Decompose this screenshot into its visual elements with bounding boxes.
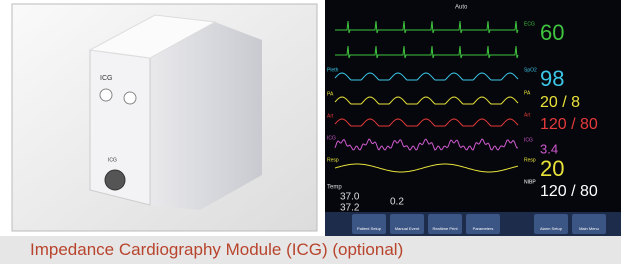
param-value: 3.4 [540,141,558,156]
param-label: ECG [524,21,535,27]
param-value: 120 / 80 [540,116,598,133]
param-value: 20 / 8 [540,94,580,111]
module-side [150,22,262,210]
figure: ICG ICG Auto Pleth PA Art ICG Resp ECG 60 SpO2… [0,0,621,236]
header-text: Auto [455,5,468,11]
param-label: PA [524,90,531,96]
toolbar-label: Realtime Print [432,226,458,231]
toolbar-label: Main Menu [579,226,599,231]
param-value: 120 / 80 [540,183,598,200]
param-value: 20 [540,156,564,181]
caption: Impedance Cardiography Module (ICG) (opt… [0,236,621,264]
temp-value: 37.0 [340,192,360,203]
temp-label: Temp [327,185,342,191]
param-label: NIBP [524,179,536,185]
toolbar-label: Parameters [473,226,494,231]
toolbar-label: Alarm Setup [540,226,563,231]
button [124,92,136,104]
temp-value: 37.2 [340,203,360,214]
param-label: Art [524,112,531,118]
wave-label: ICG [327,135,336,141]
wave-label: Resp [327,157,339,163]
button [100,89,112,101]
param-value: 98 [540,66,564,91]
extra-value: 0.2 [390,197,404,208]
wave-label: Pleth [327,67,339,73]
param-value: 60 [540,20,564,45]
toolbar-label: Patient Setup [357,226,382,231]
module-label: ICG [100,75,112,82]
wave-label: Art [327,113,334,119]
toolbar-label: Manual Event [395,226,420,231]
param-label: ICG [524,137,533,143]
module-label: ICG [108,157,117,163]
param-label: Resp [524,157,536,163]
connector [105,170,125,190]
param-label: SpO2 [524,67,537,73]
wave-label: PA [327,91,334,97]
page: ICG ICG Auto Pleth PA Art ICG Resp ECG 60 SpO2… [0,0,621,264]
